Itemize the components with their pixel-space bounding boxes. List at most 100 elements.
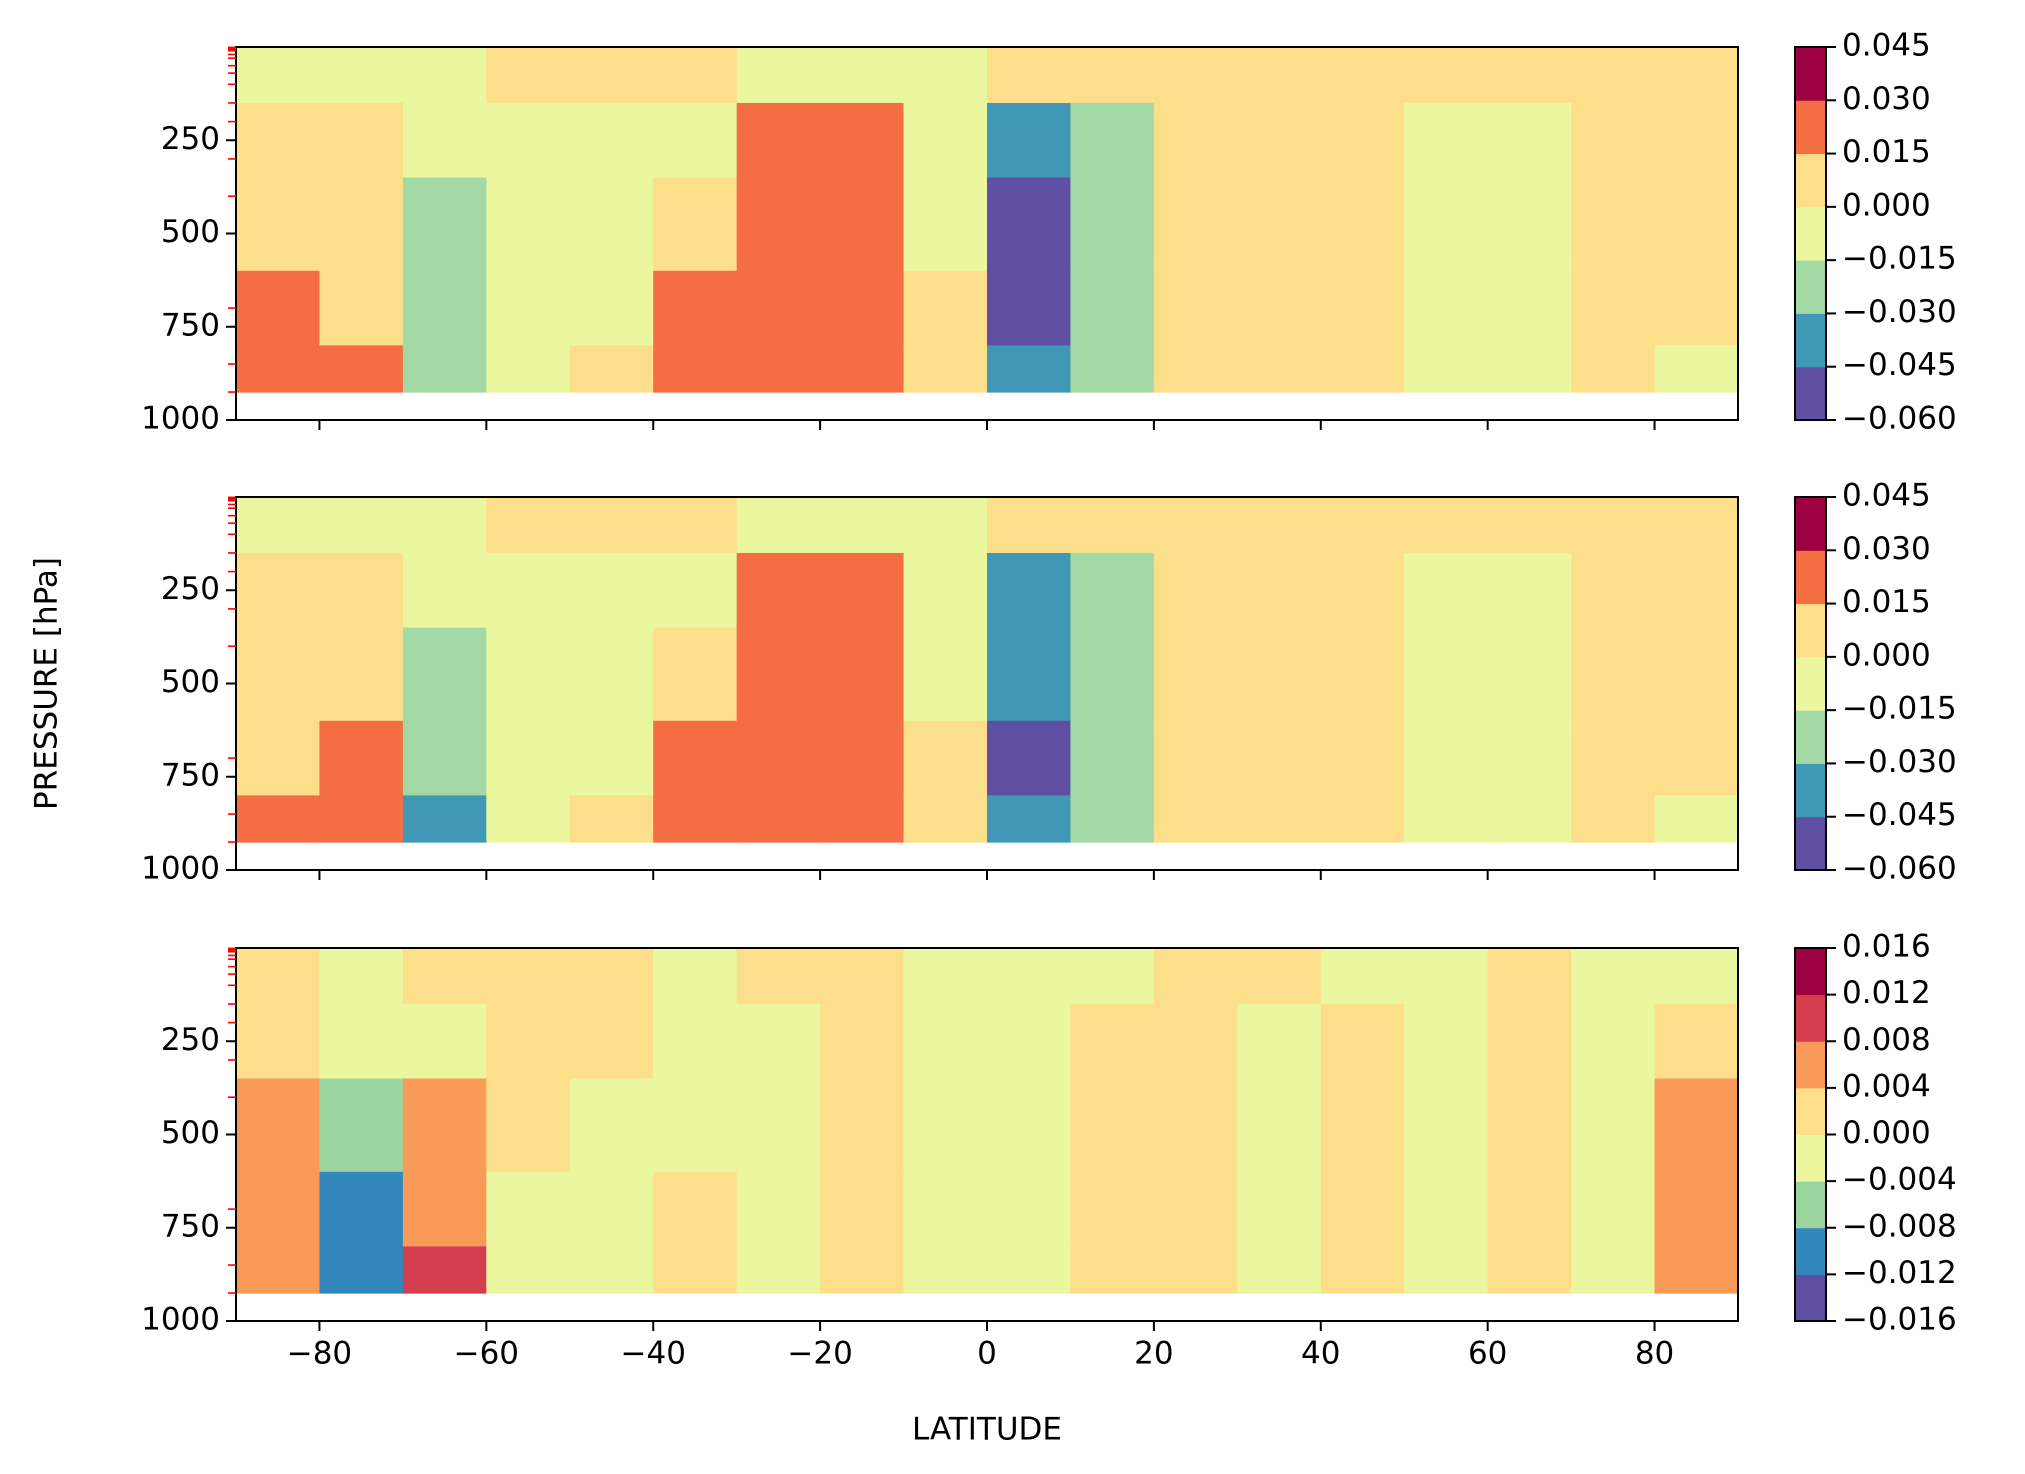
contour-cell [653,345,738,393]
contour-cell [1320,552,1405,629]
contour-panel [236,47,1739,393]
contour-cell [1070,47,1155,104]
contour-cell [1153,720,1238,796]
contour-cell [402,1246,487,1294]
contour-cell [1571,948,1656,1005]
contour-cell [319,102,404,179]
contour-cell [903,345,988,393]
contour-cell [236,47,321,104]
contour-cell [820,627,905,722]
contour-cell [987,948,1072,1005]
contour-cell [653,948,738,1005]
contour-cell [1153,1246,1238,1294]
contour-cell [1320,102,1405,179]
y-tick-label: 1000 [141,851,220,887]
colorbar-tick-label: −0.004 [1842,1162,1957,1198]
contour-cell [1654,47,1739,104]
contour-cell [402,552,487,629]
colorbar-segment [1795,497,1826,551]
x-tick-label: −80 [287,1336,352,1372]
contour-cell [987,177,1072,272]
colorbar-tick-label: 0.045 [1842,478,1931,514]
contour-cell [402,345,487,393]
colorbar-segment [1795,1134,1826,1182]
contour-cell [1237,795,1322,843]
contour-cell [569,627,654,722]
contour-cell [653,1246,738,1294]
contour-cell [402,497,487,554]
contour-cell [1654,627,1739,722]
contour-cell [736,552,821,629]
x-tick-label: 20 [1134,1336,1173,1372]
colorbar-segment [1795,710,1826,764]
y-tick-label: 250 [161,121,220,157]
contour-cell [820,552,905,629]
colorbar-tick-label: 0.012 [1842,975,1931,1011]
contour-cell [820,948,905,1005]
contour-cell [486,177,571,272]
contour-cell [903,1078,988,1173]
contour-cell [569,720,654,796]
contour-cell [987,47,1072,104]
contour-cell [402,795,487,843]
contour-cell [987,270,1072,346]
colorbar-segment [1795,1227,1826,1275]
colorbar-segment [1795,656,1826,711]
contour-cell [569,270,654,346]
contour-cell [569,795,654,843]
contour-cell [1237,177,1322,272]
y-tick-label: 250 [161,571,220,607]
x-tick-label: −40 [621,1336,686,1372]
contour-cell [1487,1078,1572,1173]
y-tick-label: 250 [161,1022,220,1058]
contour-cell [1153,1078,1238,1173]
contour-cell [319,720,404,796]
contour-cell [236,102,321,179]
contour-cell [486,720,571,796]
contour-cell [1153,795,1238,843]
contour-cell [820,177,905,272]
contour-cell [987,552,1072,629]
y-tick-label: 750 [161,1208,220,1244]
y-tick-label: 750 [161,307,220,343]
contour-cell [987,1246,1072,1294]
contour-cell [1070,720,1155,796]
contour-cell [569,1078,654,1173]
colorbar-segment [1795,47,1826,101]
contour-cell [736,345,821,393]
contour-cell [1070,345,1155,393]
contour-cell [236,345,321,393]
contour-cell [1153,552,1238,629]
contour-cell [736,627,821,722]
contour-cell [736,1171,821,1247]
contour-cell [1404,345,1489,393]
contour-cell [236,1171,321,1247]
contour-cell [319,497,404,554]
contour-cell [1320,345,1405,393]
colorbar-tick-label: −0.015 [1842,691,1957,727]
contour-cell [1571,1171,1656,1247]
y-tick-label: 1000 [141,401,220,437]
contour-cell [1487,345,1572,393]
contour-cell [1654,720,1739,796]
contour-cell [486,1078,571,1173]
contour-cell [1237,552,1322,629]
colorbar-segment [1795,1087,1826,1135]
contour-cell [319,345,404,393]
contour-cell [486,102,571,179]
contour-cell [1320,497,1405,554]
contour-cell [903,948,988,1005]
contour-cell [736,102,821,179]
contour-cell [402,1171,487,1247]
contour-cell [1487,102,1572,179]
colorbar-segment [1795,1181,1826,1229]
contour-cell [1153,47,1238,104]
contour-cell [1153,627,1238,722]
contour-cell [569,497,654,554]
contour-cell [820,47,905,104]
colorbar-segment [1795,260,1826,314]
colorbar-tick-label: −0.045 [1842,797,1957,833]
contour-cell [903,1246,988,1294]
contour-cell [1320,1171,1405,1247]
contour-cell [653,47,738,104]
